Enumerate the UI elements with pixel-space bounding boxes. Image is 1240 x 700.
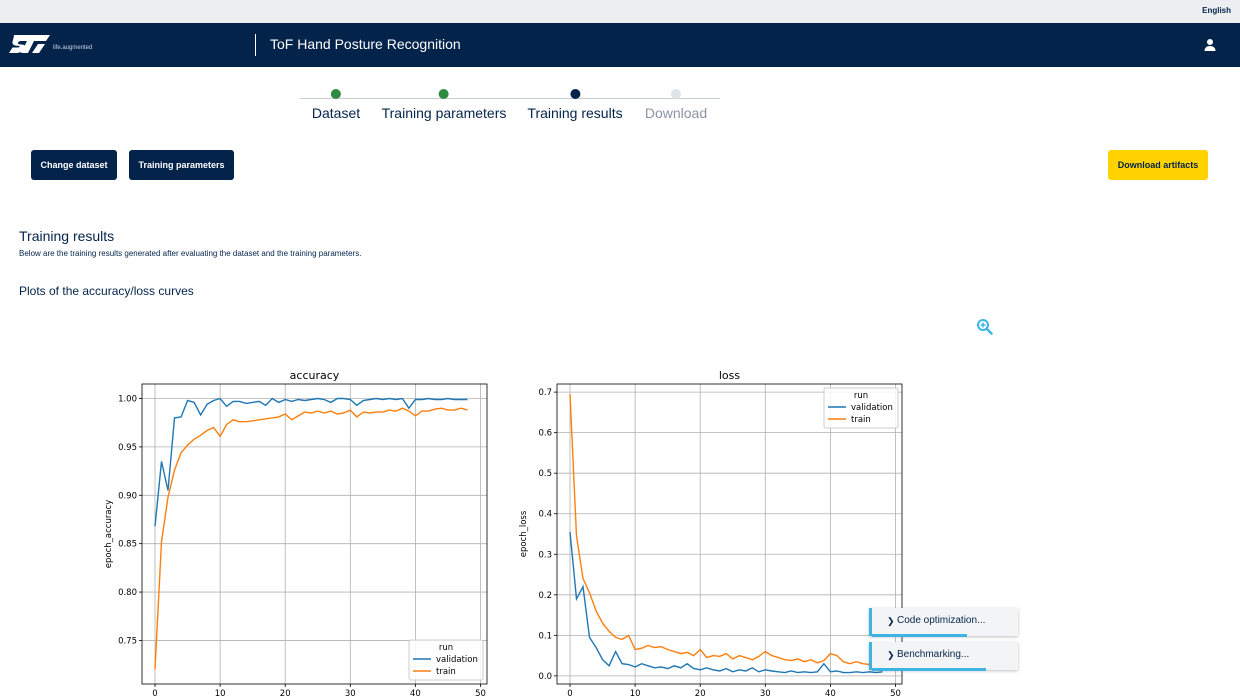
- x-tick-label: 10: [215, 689, 226, 699]
- series-line-train: [569, 394, 883, 667]
- user-icon[interactable]: [1203, 38, 1217, 52]
- y-tick-label: 0.0: [538, 672, 552, 682]
- app-header: life.augmented ToF Hand Posture Recognit…: [0, 23, 1240, 67]
- x-tick-label: 40: [410, 689, 421, 699]
- step-current-indicator: [570, 89, 580, 99]
- y-tick-label: 0.90: [118, 491, 137, 501]
- legend-label: validation: [851, 403, 893, 413]
- step-done-indicator: [438, 89, 449, 99]
- plots-title: Plots of the accuracy/loss curves: [19, 284, 194, 298]
- legend-title: run: [854, 391, 868, 401]
- notification-progress-bar: [872, 634, 967, 637]
- x-tick-label: 30: [760, 689, 771, 699]
- notification-label: Code optimization...: [897, 615, 986, 626]
- series-line-train: [154, 407, 468, 670]
- step-training-parameters[interactable]: Training parameters: [381, 89, 507, 121]
- step-label: Training parameters: [381, 105, 507, 121]
- step-pending-indicator: [670, 89, 681, 99]
- y-tick-label: 1.00: [118, 395, 137, 405]
- y-tick-label: 0.5: [538, 469, 552, 479]
- x-tick-label: 30: [345, 689, 356, 699]
- notification-code-optimization[interactable]: ❯ Code optimization...: [869, 608, 1018, 637]
- step-done-indicator: [331, 89, 341, 99]
- y-axis-label: epoch_loss: [519, 510, 529, 557]
- x-tick-label: 0: [152, 689, 157, 699]
- step-training-results[interactable]: Training results: [527, 89, 623, 121]
- zoom-in-icon[interactable]: [976, 318, 993, 335]
- legend-label: train: [851, 415, 871, 425]
- x-tick-label: 50: [475, 689, 486, 699]
- x-tick-label: 50: [890, 689, 901, 699]
- notification-benchmarking[interactable]: ❯ Benchmarking...: [869, 642, 1018, 671]
- download-artifacts-button[interactable]: Download artifacts: [1108, 150, 1208, 180]
- section-description: Below are the training results generated…: [19, 249, 362, 258]
- x-tick-label: 40: [825, 689, 836, 699]
- chevron-right-icon: ❯: [887, 650, 895, 660]
- chart-title: accuracy: [290, 369, 340, 382]
- language-selector[interactable]: English: [1202, 6, 1231, 15]
- y-tick-label: 0.1: [538, 631, 552, 641]
- plot-frame: [556, 383, 903, 685]
- step-label: Download: [644, 105, 708, 121]
- loss-chart: loss 0 10 20 30 40 50 0.0 0.1 0.2 0.3 0.4 0.5 0.6 0.7 e…: [519, 369, 903, 699]
- section-title: Training results: [19, 228, 115, 244]
- legend-label: validation: [436, 655, 478, 665]
- legend-label: train: [436, 667, 456, 677]
- y-tick-label: 0.6: [538, 429, 552, 439]
- header-divider: [255, 34, 256, 56]
- y-tick-label: 0.80: [118, 588, 137, 598]
- notification-progress-bar: [872, 668, 986, 671]
- y-axis-label: epoch_accuracy: [104, 500, 114, 569]
- x-tick-label: 20: [280, 689, 291, 699]
- series-line-validation: [569, 531, 883, 674]
- brand-tagline: life.augmented: [53, 45, 93, 51]
- x-tick-label: 10: [630, 689, 641, 699]
- y-tick-label: 0.3: [538, 550, 552, 560]
- series-line-validation: [154, 397, 468, 527]
- notification-label: Benchmarking...: [897, 649, 970, 660]
- plot-frame: [141, 383, 488, 685]
- step-download[interactable]: Download: [645, 89, 707, 121]
- y-tick-label: 0.2: [538, 591, 552, 601]
- y-tick-label: 0.95: [118, 443, 137, 453]
- x-tick-label: 20: [695, 689, 706, 699]
- y-tick-label: 0.85: [118, 540, 137, 550]
- st-logo: [9, 35, 50, 53]
- change-dataset-button[interactable]: Change dataset: [31, 150, 117, 180]
- progress-stepper: Dataset Training parameters Training res…: [300, 89, 720, 129]
- y-tick-label: 0.4: [538, 510, 552, 520]
- legend-box: [823, 387, 899, 429]
- step-label: Dataset: [311, 105, 361, 121]
- chevron-right-icon: ❯: [887, 616, 895, 626]
- step-dataset[interactable]: Dataset: [312, 89, 360, 121]
- top-bar: English: [0, 0, 1240, 23]
- step-label: Training results: [527, 105, 623, 121]
- accuracy-chart: accuracy 0 10 20 30 40 50 0.75 0.80 0.85 0.90 0.95 1…: [104, 369, 488, 699]
- chart-title: loss: [719, 369, 741, 382]
- legend-box: [408, 639, 484, 681]
- y-tick-label: 0.7: [538, 388, 552, 398]
- training-parameters-button[interactable]: Training parameters: [129, 150, 234, 180]
- x-tick-label: 0: [567, 689, 572, 699]
- app-title: ToF Hand Posture Recognition: [270, 36, 461, 52]
- y-tick-label: 0.75: [118, 636, 137, 646]
- stepper-track: [300, 98, 720, 99]
- legend-title: run: [439, 643, 453, 653]
